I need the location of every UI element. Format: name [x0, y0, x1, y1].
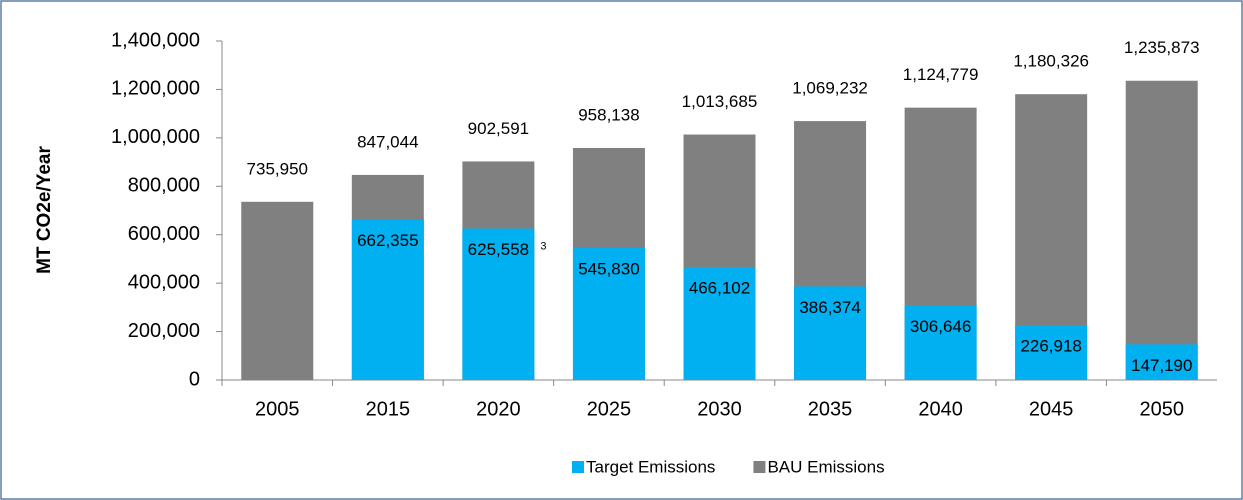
footnote-mark: 3: [540, 240, 546, 252]
data-label: 1,013,685: [682, 92, 758, 111]
y-tick-label: 1,200,000: [111, 78, 200, 100]
data-label: 625,558: [468, 240, 529, 259]
data-label: 662,355: [357, 231, 418, 250]
x-tick-label: 2050: [1139, 398, 1184, 420]
bar: [1015, 325, 1088, 380]
bar: [794, 286, 867, 380]
data-label: 1,124,779: [903, 65, 979, 84]
x-tick-label: 2015: [366, 398, 411, 420]
data-label: 386,374: [799, 298, 860, 317]
x-tick-label: 2020: [476, 398, 521, 420]
y-axis-title: MT CO2e/Year: [34, 146, 55, 274]
data-label: 147,190: [1131, 356, 1192, 375]
data-label: 1,180,326: [1013, 52, 1089, 71]
bar: [1125, 344, 1198, 380]
y-tick-label: 1,000,000: [111, 126, 200, 148]
data-label: 902,591: [468, 119, 529, 138]
x-tick-label: 2040: [918, 398, 963, 420]
legend-swatch: [753, 461, 766, 473]
bar: [462, 228, 535, 380]
legend-label: BAU Emissions: [767, 457, 884, 476]
y-tick-label: 400,000: [128, 271, 200, 293]
data-label: 847,044: [357, 132, 418, 151]
bar: [351, 219, 424, 380]
y-tick-label: 0: [189, 368, 200, 390]
x-tick-label: 2005: [255, 398, 300, 420]
data-label: 1,235,873: [1124, 38, 1200, 57]
legend-label: Target Emissions: [586, 457, 715, 476]
data-label: 958,138: [578, 105, 639, 124]
legend-swatch: [572, 461, 584, 473]
y-tick-label: 1,400,000: [111, 29, 200, 51]
y-tick-label: 800,000: [128, 175, 200, 197]
bar: [683, 267, 756, 380]
y-tick-label: 200,000: [128, 320, 200, 342]
bar: [1125, 80, 1198, 380]
data-label: 1,069,232: [792, 79, 868, 98]
data-label: 226,918: [1020, 337, 1081, 356]
x-tick-label: 2035: [808, 398, 853, 420]
x-tick-label: 2030: [697, 398, 742, 420]
data-label: 466,102: [689, 279, 750, 298]
x-tick-label: 2045: [1029, 398, 1074, 420]
y-tick-label: 600,000: [128, 223, 200, 245]
bar: [904, 305, 977, 380]
data-label: 545,830: [578, 259, 639, 278]
data-label: 735,950: [247, 159, 308, 178]
data-label: 306,646: [910, 317, 971, 336]
bar: [241, 201, 314, 380]
bar: [572, 247, 645, 380]
x-tick-label: 2025: [587, 398, 632, 420]
